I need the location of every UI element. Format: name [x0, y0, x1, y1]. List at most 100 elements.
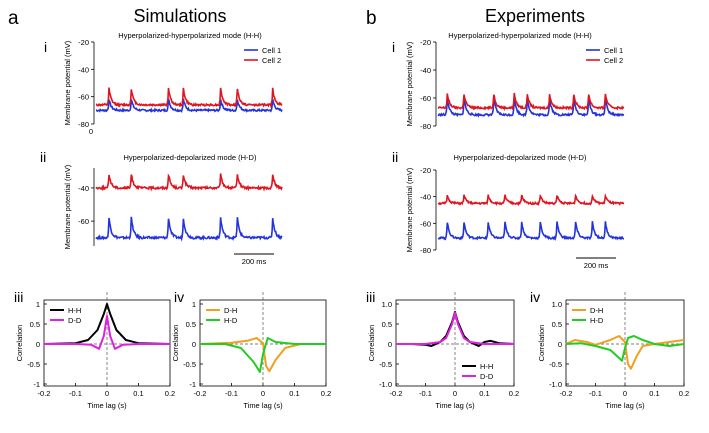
x-tick-label-a-iv: 0.2: [321, 389, 331, 398]
y-tick-label-a-ii: -40: [78, 184, 89, 193]
series-line-cell-2-b-i: [437, 92, 625, 111]
y-tick-label-b-iii: -1.0: [379, 380, 392, 389]
y-tick-label-b-ii: -40: [420, 193, 431, 202]
y-tick-label-b-iii: -0.5: [379, 360, 392, 369]
roman-numeral-b-iv: iv: [530, 289, 540, 305]
y-tick-label-a-ii: -60: [78, 217, 89, 226]
legend-label-b-iii: H-H: [480, 362, 493, 371]
roman-numeral-b-i: i: [392, 39, 395, 55]
y-axis-label-b-iii: Correlation: [367, 325, 376, 362]
extra-tick-label-a-i: 0: [89, 127, 93, 136]
y-tick-label-a-iv: 0: [192, 340, 196, 349]
roman-numeral-b-iii: iii: [366, 289, 375, 305]
y-axis-label-a-iii: Correlation: [15, 325, 24, 362]
x-tick-label-b-iii: 0: [453, 389, 457, 398]
roman-numeral-a-ii: ii: [40, 149, 46, 165]
x-tick-label-a-iv: -0.2: [194, 389, 207, 398]
y-tick-label-b-iii: 1.0: [382, 300, 392, 309]
legend-label-b-i: Cell 2: [604, 56, 623, 65]
x-tick-label-b-iii: 0.2: [509, 389, 519, 398]
y-axis-label-a-iv: Correlation: [171, 325, 180, 362]
legend-label-b-iv: D-H: [590, 306, 603, 315]
x-tick-label-b-iv: -0.1: [589, 389, 602, 398]
series-line-cell-2-a-i: [95, 87, 283, 109]
scalebar-label-a-ii: 200 ms: [242, 257, 267, 266]
y-tick-label-b-iv: -0.5: [549, 360, 562, 369]
y-tick-label-a-iii: 0.5: [30, 320, 40, 329]
y-axis-label-a-i: Membrane potential (mV): [63, 40, 72, 125]
y-tick-label-b-i: -80: [420, 122, 431, 131]
y-axis-label-a-ii: Membrane potential (mV): [63, 164, 72, 249]
series-line-cell-2-a-ii: [95, 173, 283, 192]
x-tick-label-a-iv: 0.1: [289, 389, 299, 398]
roman-numeral-b-ii: ii: [392, 149, 398, 165]
roman-numeral-a-i: i: [44, 39, 47, 55]
series-line-d-h-a-iv: [199, 337, 326, 373]
x-tick-label-a-iii: 0: [105, 389, 109, 398]
x-axis-label-a-iii: Time lag (s): [87, 401, 127, 410]
legend-label-b-iv: H-D: [590, 316, 604, 325]
roman-numeral-a-iii: iii: [14, 289, 23, 305]
y-tick-label-a-iii: -1: [33, 380, 40, 389]
panel-b-title: Experiments: [485, 6, 585, 26]
x-tick-label-a-iii: 0.1: [133, 389, 143, 398]
panel-b-letter: b: [366, 8, 377, 29]
x-tick-label-b-iv: 0: [623, 389, 627, 398]
x-tick-label-b-iv: 0.1: [649, 389, 659, 398]
y-tick-label-b-ii: -20: [420, 166, 431, 175]
legend-label-a-iv: D-H: [224, 306, 237, 315]
series-line-d-d-a-iii: [44, 315, 170, 350]
trace-title-b-i: Hyperpolarized-hyperpolarized mode (H-H): [448, 31, 592, 40]
series-line-cell-1-a-i: [95, 97, 283, 114]
y-tick-label-b-iii: 0.5: [382, 320, 392, 329]
x-tick-label-a-iv: 0: [261, 389, 265, 398]
y-axis-label-b-iv: Correlation: [537, 325, 546, 362]
y-tick-label-a-i: -20: [78, 38, 89, 47]
y-tick-label-b-iv: -1.0: [549, 380, 562, 389]
roman-numeral-a-iv: iv: [174, 289, 184, 305]
y-tick-label-a-iii: -0.5: [27, 360, 40, 369]
legend-label-a-i: Cell 1: [262, 46, 281, 55]
series-line-cell-1-b-ii: [437, 221, 625, 242]
x-tick-label-b-iv: -0.2: [560, 389, 573, 398]
x-axis-label-b-iii: Time lag (s): [435, 401, 475, 410]
y-tick-label-b-ii: -60: [420, 219, 431, 228]
y-tick-label-b-iv: 0: [558, 340, 562, 349]
legend-label-a-iii: D-D: [68, 316, 82, 325]
trace-title-a-ii: Hyperpolarized-depolarized mode (H-D): [124, 153, 257, 162]
y-tick-label-a-i: -60: [78, 93, 89, 102]
legend-label-b-i: Cell 1: [604, 46, 623, 55]
y-tick-label-a-i: -40: [78, 65, 89, 74]
legend-label-a-i: Cell 2: [262, 56, 281, 65]
scalebar-label-b-ii: 200 ms: [584, 261, 609, 270]
y-tick-label-b-iii: 0: [388, 340, 392, 349]
y-tick-label-a-iv: -1: [189, 380, 196, 389]
y-tick-label-a-iv: 0.5: [186, 320, 196, 329]
x-tick-label-b-iii: -0.1: [419, 389, 432, 398]
y-axis-label-b-i: Membrane potential (mV): [405, 41, 414, 126]
legend-label-b-iii: D-D: [480, 372, 494, 381]
y-axis-label-b-ii: Membrane potential (mV): [405, 167, 414, 252]
trace-title-a-i: Hyperpolarized-hyperpolarized mode (H-H): [118, 31, 262, 40]
series-line-cell-1-a-ii: [95, 216, 283, 242]
x-tick-label-b-iii: -0.2: [390, 389, 403, 398]
y-tick-label-b-ii: -80: [420, 246, 431, 255]
y-tick-label-b-i: -20: [420, 38, 431, 47]
charts-layer: i Hyperpolarized-hyperpolarized mode (H-H…: [14, 31, 689, 410]
series-line-cell-2-b-ii: [437, 193, 625, 207]
x-tick-label-a-iii: -0.1: [69, 389, 82, 398]
y-tick-label-b-i: -60: [420, 94, 431, 103]
legend-label-a-iii: H-H: [68, 306, 81, 315]
y-tick-label-a-iii: 0: [36, 340, 40, 349]
panel-a-title: Simulations: [133, 6, 226, 26]
x-axis-label-a-iv: Time lag (s): [243, 401, 283, 410]
x-tick-label-a-iii: -0.2: [38, 389, 51, 398]
y-tick-label-b-i: -40: [420, 66, 431, 75]
series-line-d-d-b-iii: [396, 311, 514, 345]
y-tick-label-b-iv: 0.5: [552, 320, 562, 329]
y-tick-label-a-iv: -0.5: [183, 360, 196, 369]
x-tick-label-a-iv: -0.1: [225, 389, 238, 398]
series-line-h-d-b-iv: [565, 335, 685, 362]
panel-a-letter: a: [8, 8, 19, 29]
